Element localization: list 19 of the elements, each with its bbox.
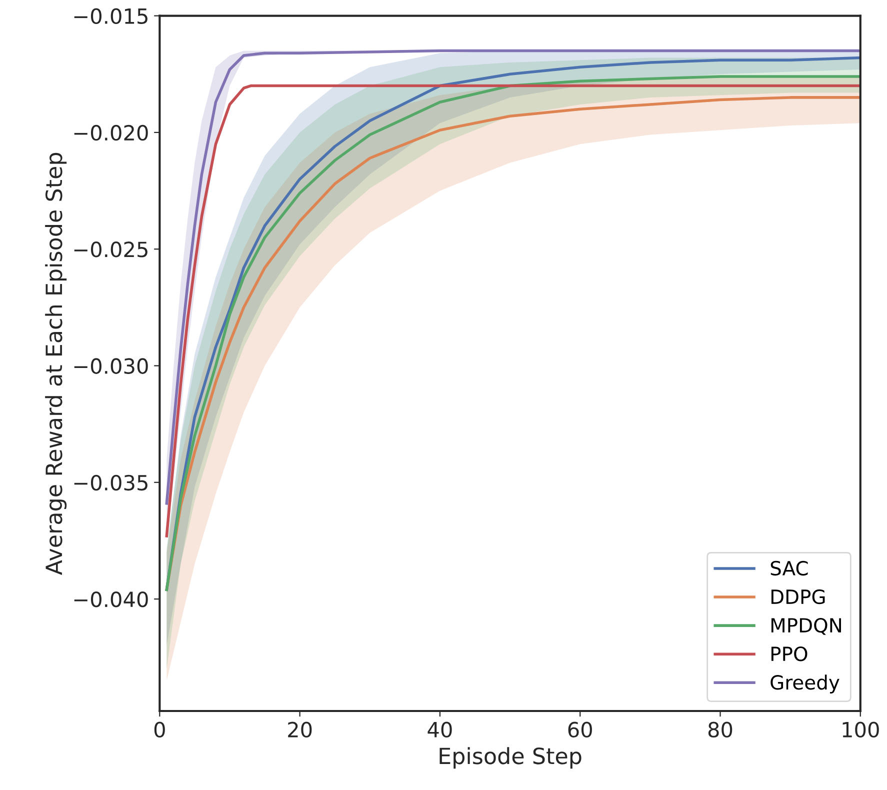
legend-label: MPDQN [771,618,841,635]
legend-label: DDPG [771,589,825,604]
x-tick-label: 60 [568,722,592,738]
x-tick-label: 20 [288,722,312,738]
legend-label: PPO [771,646,808,662]
y-axis-title: Average Reward at Each Episode Step [45,152,67,575]
y-tick-label: −0.040 [74,591,148,608]
x-tick-label: 100 [842,722,879,738]
legend-label: Greedy [770,674,840,694]
legend-label: SAC [770,560,808,576]
y-tick-label: −0.020 [74,124,148,141]
x-axis-title: Episode Step [440,747,582,769]
y-tick-label: −0.025 [74,242,148,258]
x-tick-label: 0 [154,722,165,738]
x-tick-label: 80 [708,722,732,738]
y-tick-label: −0.015 [74,8,148,24]
y-tick-label: −0.030 [74,358,148,374]
y-tick-label: −0.035 [74,474,148,491]
x-tick-label: 40 [428,722,452,738]
